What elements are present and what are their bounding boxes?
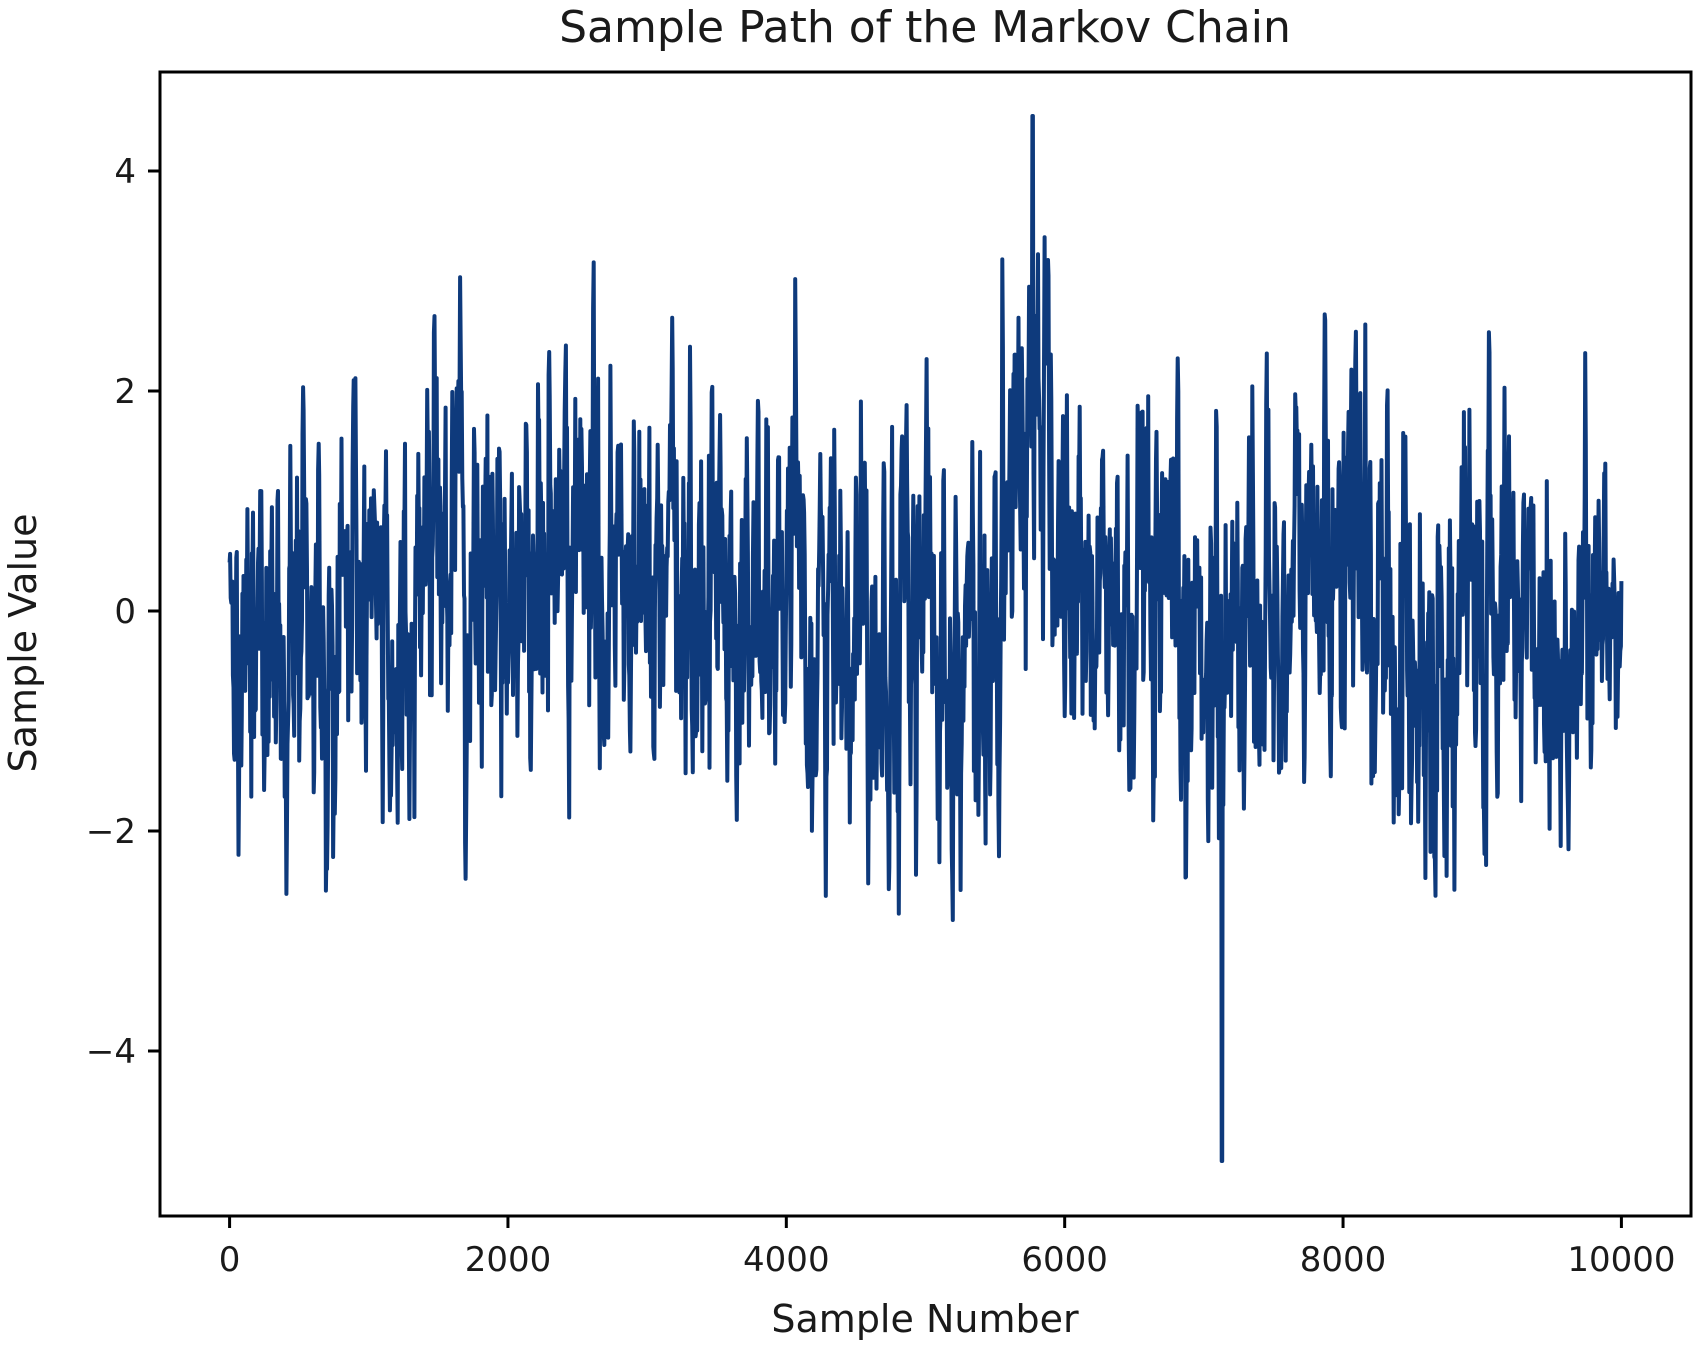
x-tick-label: 2000 — [465, 1240, 552, 1280]
x-tick-label: 10000 — [1567, 1240, 1675, 1280]
series-line-0 — [227, 114, 1624, 1163]
x-tick-label: 8000 — [1300, 1240, 1387, 1280]
y-tick-label: 2 — [114, 372, 136, 412]
y-tick-label: −4 — [86, 1032, 136, 1072]
x-tick-label: 6000 — [1021, 1240, 1108, 1280]
chart-title: Sample Path of the Markov Chain — [559, 2, 1291, 53]
y-axis-label: Sample Value — [1, 514, 45, 773]
x-tick-label: 0 — [219, 1240, 241, 1280]
trace-layer — [227, 114, 1624, 1163]
x-tick-label: 4000 — [743, 1240, 830, 1280]
plot-frame — [158, 70, 1693, 1218]
x-axis-label: Sample Number — [771, 1297, 1079, 1341]
y-tick-label: 0 — [114, 592, 136, 632]
y-tick-label: 4 — [114, 152, 136, 192]
y-tick-label: −2 — [86, 812, 136, 852]
tick-layer: 0 2000 4000 6000 8000 10000 −4 −2 0 2 4 — [86, 152, 1676, 1280]
